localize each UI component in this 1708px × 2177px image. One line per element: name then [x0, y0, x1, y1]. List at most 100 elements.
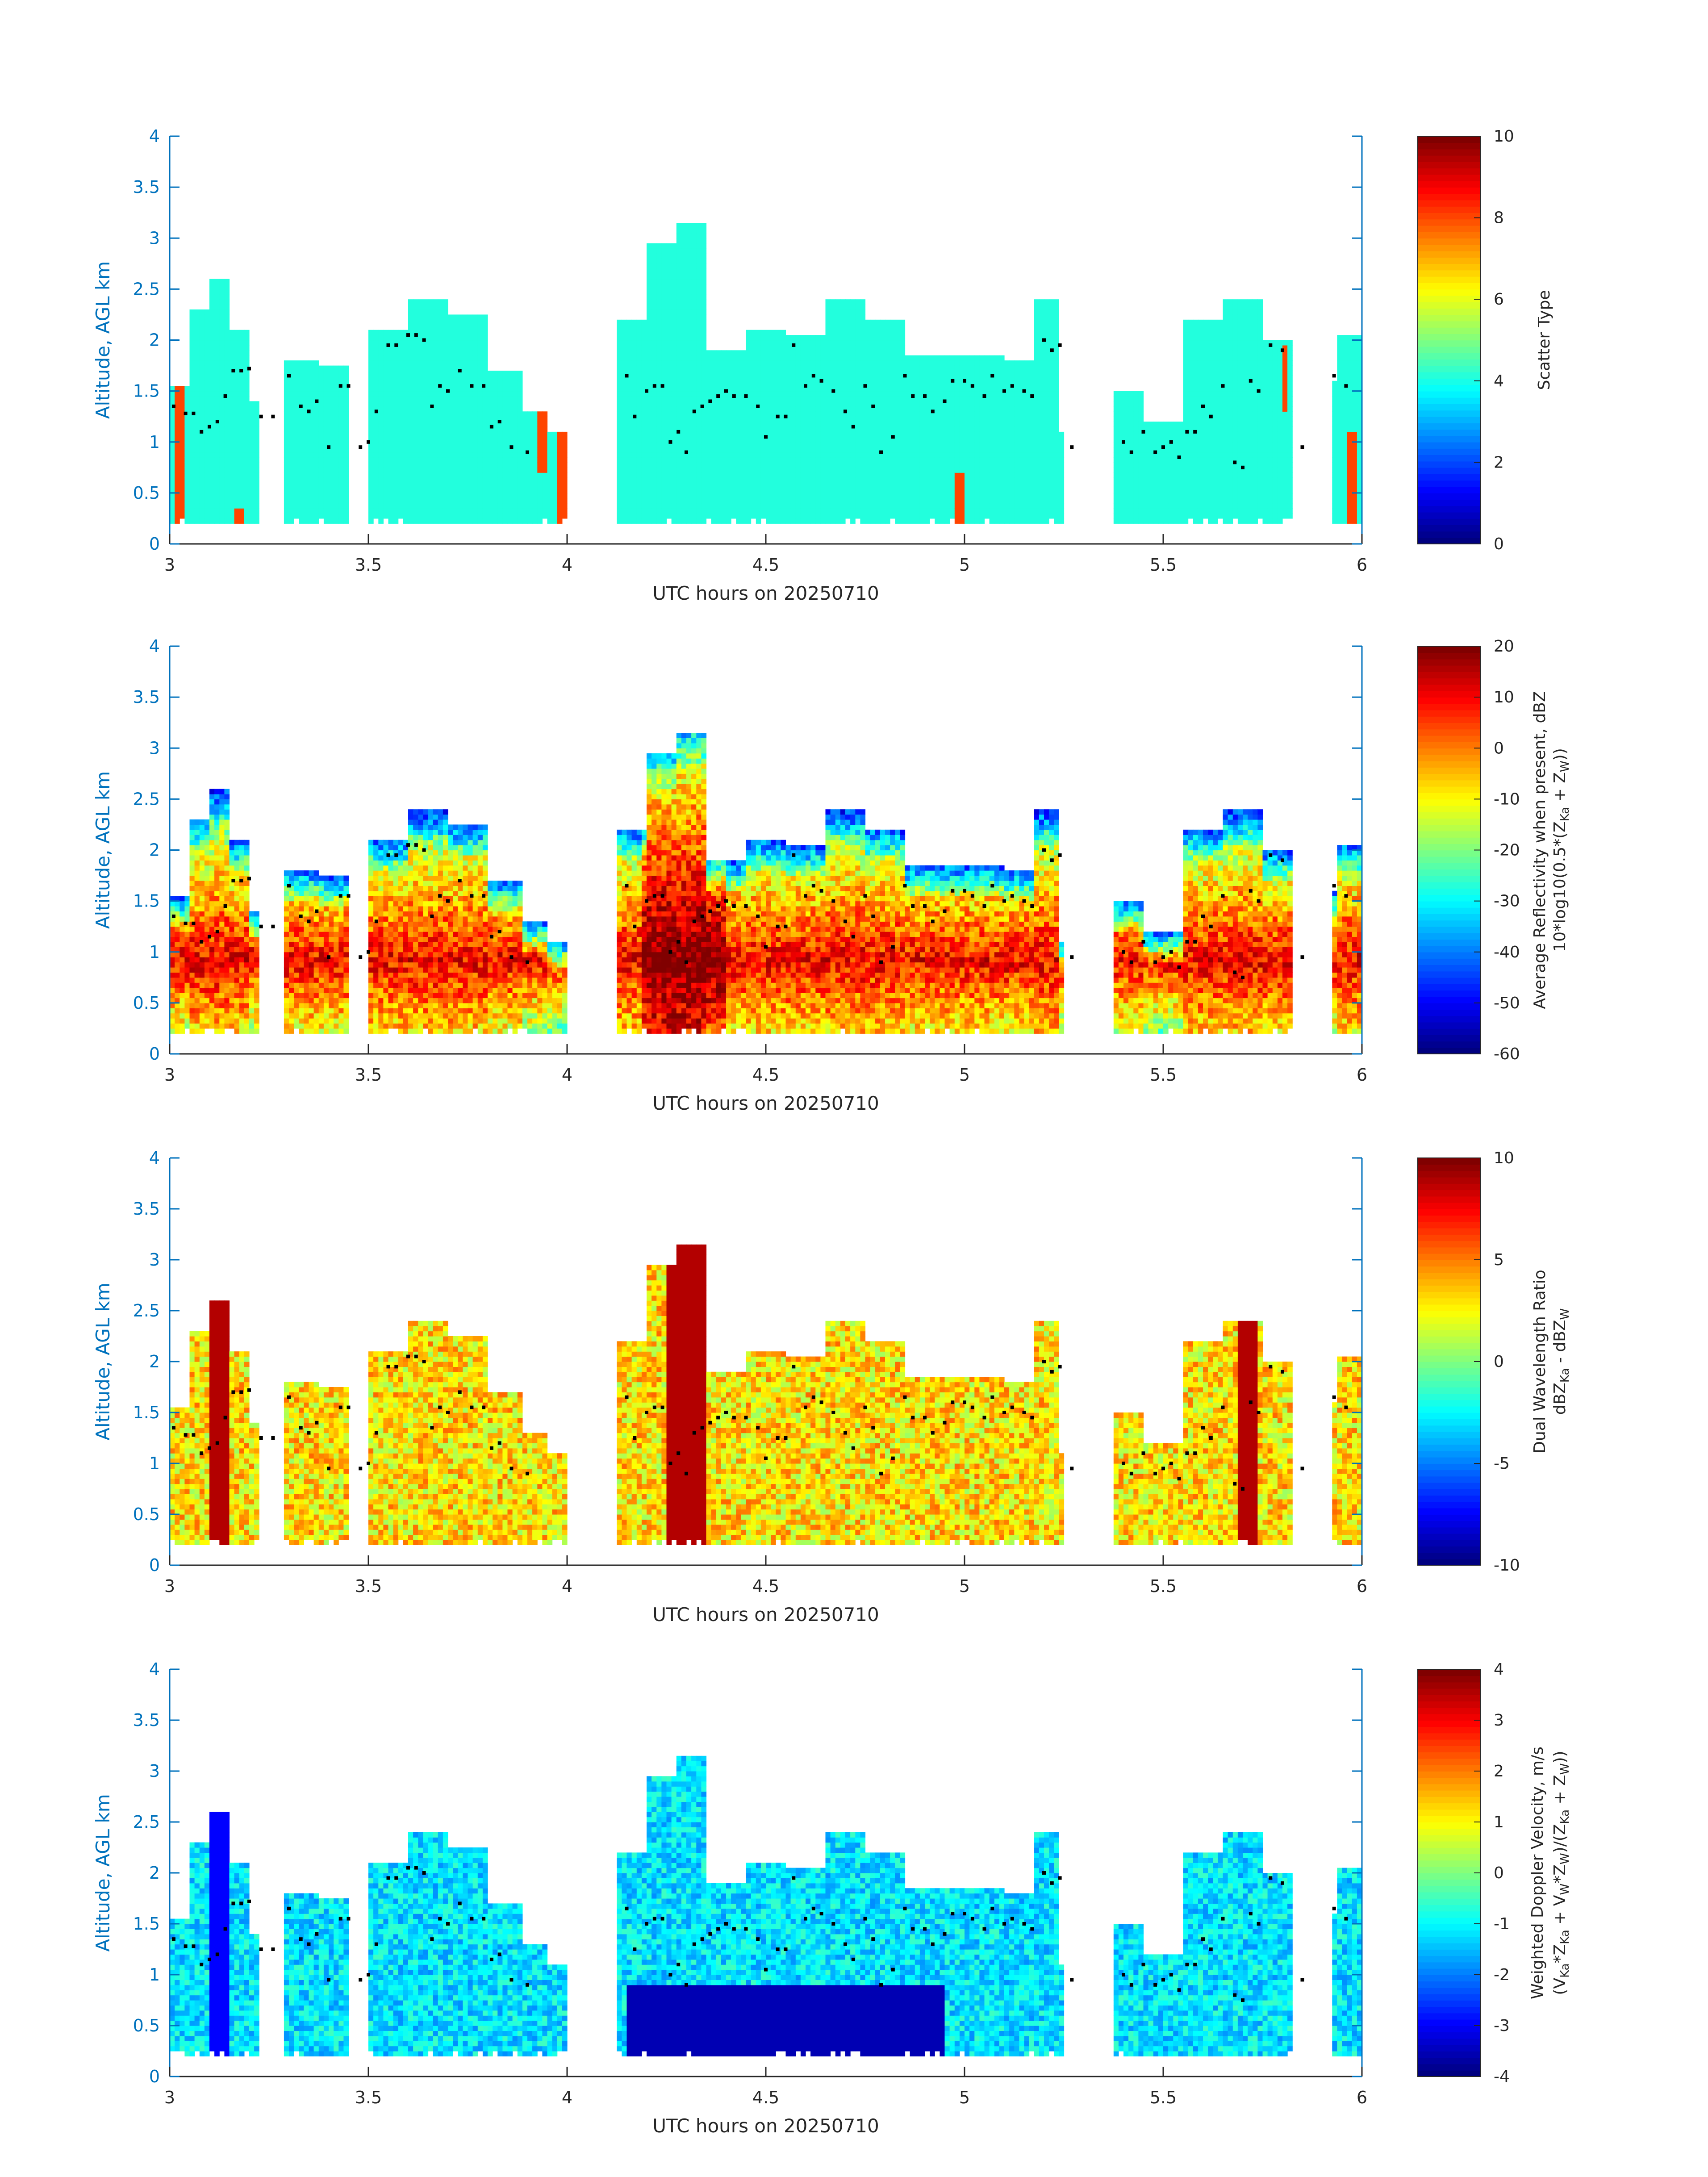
heatmap-cell — [895, 391, 900, 397]
heatmap-cell — [776, 360, 781, 366]
heatmap-cell — [661, 452, 667, 458]
heatmap-cell — [284, 488, 289, 493]
heatmap-cell — [676, 467, 682, 473]
heatmap-cell — [373, 488, 379, 493]
heatmap-cell — [636, 340, 642, 346]
heatmap-cell — [229, 447, 235, 453]
heatmap-cell — [502, 416, 508, 422]
heatmap-cell — [170, 401, 175, 407]
heatmap-cell — [785, 355, 791, 361]
heatmap-cell — [835, 411, 841, 417]
heatmap-cell — [428, 483, 434, 488]
heatmap-cell — [622, 325, 627, 330]
heatmap-cell — [463, 498, 468, 504]
heatmap-cell — [820, 488, 826, 493]
heatmap-cell — [299, 457, 304, 463]
heatmap-cell — [194, 416, 200, 422]
heatmap-cell — [686, 503, 692, 509]
heatmap-cell — [617, 406, 622, 412]
heatmap-cell — [686, 340, 692, 346]
heatmap-cell — [433, 493, 438, 498]
heatmap-cell — [527, 488, 533, 493]
heatmap-cell — [746, 406, 752, 412]
heatmap-cell — [428, 498, 434, 504]
heatmap-cell — [294, 447, 299, 453]
heatmap-cell — [453, 396, 458, 401]
heatmap-cell — [711, 360, 717, 366]
heatmap-cell — [219, 380, 225, 386]
heatmap-cell — [771, 371, 776, 376]
heatmap-cell — [323, 493, 329, 498]
heatmap-cell — [219, 325, 225, 330]
heatmap-cell — [418, 406, 423, 412]
heatmap-cell — [199, 442, 205, 447]
heatmap-cell — [751, 422, 756, 427]
heatmap-cell — [219, 350, 225, 356]
heatmap-cell — [766, 457, 771, 463]
heatmap-cell — [781, 371, 786, 376]
heatmap-cell — [696, 411, 702, 417]
heatmap-cell — [781, 493, 786, 498]
heatmap-cell — [810, 477, 816, 483]
heatmap-cell — [800, 406, 806, 412]
heatmap-cell — [493, 462, 498, 468]
heatmap-cell — [403, 416, 409, 422]
heatmap-cell — [825, 518, 831, 524]
heatmap-cell — [304, 380, 309, 386]
heatmap-cell — [895, 406, 900, 412]
heatmap-cell — [408, 314, 413, 320]
heatmap-cell — [472, 452, 478, 458]
heatmap-cell — [378, 380, 384, 386]
heatmap-cell — [204, 462, 210, 468]
heatmap-cell — [562, 457, 568, 463]
heatmap-cell — [189, 330, 195, 335]
heatmap-cell — [338, 437, 344, 443]
heatmap-cell — [189, 437, 195, 443]
heatmap-cell — [463, 477, 468, 483]
heatmap-cell — [835, 365, 841, 371]
heatmap-cell — [731, 457, 736, 463]
heatmap-cell — [736, 401, 741, 407]
heatmap-cell — [666, 263, 672, 269]
heatmap-cell — [219, 330, 225, 335]
heatmap-cell — [622, 437, 627, 443]
heatmap-cell — [691, 422, 697, 427]
heatmap-cell — [706, 472, 712, 478]
heatmap-cell — [701, 477, 707, 483]
heatmap-cell — [219, 335, 225, 341]
heatmap-cell — [676, 238, 682, 244]
heatmap-cell — [656, 380, 662, 386]
heatmap-cell — [661, 431, 667, 437]
heatmap-cell — [329, 472, 334, 478]
heatmap-cell — [885, 503, 890, 509]
heatmap-cell — [795, 396, 801, 401]
heatmap-cell — [910, 396, 915, 401]
heatmap-cell — [647, 274, 652, 280]
heatmap-cell — [895, 422, 900, 427]
heatmap-cell — [900, 493, 906, 498]
heatmap-cell — [557, 493, 563, 498]
heatmap-cell — [860, 396, 866, 401]
heatmap-cell — [229, 457, 235, 463]
heatmap-cell — [368, 462, 374, 468]
heatmap-cell — [880, 498, 885, 504]
heatmap-cell — [552, 483, 558, 488]
heatmap-cell — [458, 380, 463, 386]
heatmap-cell — [686, 268, 692, 274]
heatmap-cell — [329, 391, 334, 397]
heatmap-cell — [756, 365, 761, 371]
heatmap-cell — [507, 467, 513, 473]
heatmap-cell — [458, 365, 463, 371]
heatmap-cell — [820, 452, 826, 458]
heatmap-cell — [830, 513, 836, 519]
heatmap-cell — [696, 508, 702, 514]
heatmap-cell — [552, 493, 558, 498]
heatmap-cell — [622, 467, 627, 473]
heatmap-cell — [686, 406, 692, 412]
heatmap-cell — [224, 360, 230, 366]
heatmap-cell — [562, 462, 568, 468]
heatmap-cell — [671, 396, 677, 401]
heatmap-cell — [219, 319, 225, 325]
heatmap-cell — [393, 386, 399, 392]
heatmap-cell — [631, 457, 637, 463]
